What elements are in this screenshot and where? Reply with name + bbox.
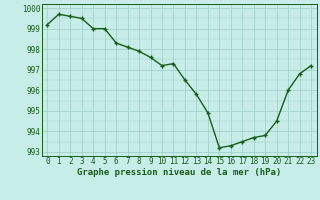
X-axis label: Graphe pression niveau de la mer (hPa): Graphe pression niveau de la mer (hPa) xyxy=(77,168,281,177)
